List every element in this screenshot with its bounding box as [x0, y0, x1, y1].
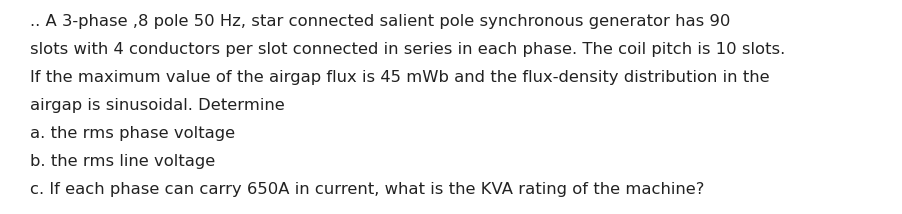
Text: .. A 3-phase ,8 pole 50 Hz, star connected salient pole synchronous generator ha: .. A 3-phase ,8 pole 50 Hz, star connect… — [30, 14, 730, 29]
Text: slots with 4 conductors per slot connected in series in each phase. The coil pit: slots with 4 conductors per slot connect… — [30, 42, 785, 57]
Text: If the maximum value of the airgap flux is 45 mWb and the flux-density distribut: If the maximum value of the airgap flux … — [30, 70, 769, 85]
Text: b. the rms line voltage: b. the rms line voltage — [30, 154, 215, 169]
Text: airgap is sinusoidal. Determine: airgap is sinusoidal. Determine — [30, 98, 284, 113]
Text: c. If each phase can carry 650A in current, what is the KVA rating of the machin: c. If each phase can carry 650A in curre… — [30, 182, 704, 197]
Text: a. the rms phase voltage: a. the rms phase voltage — [30, 126, 235, 141]
